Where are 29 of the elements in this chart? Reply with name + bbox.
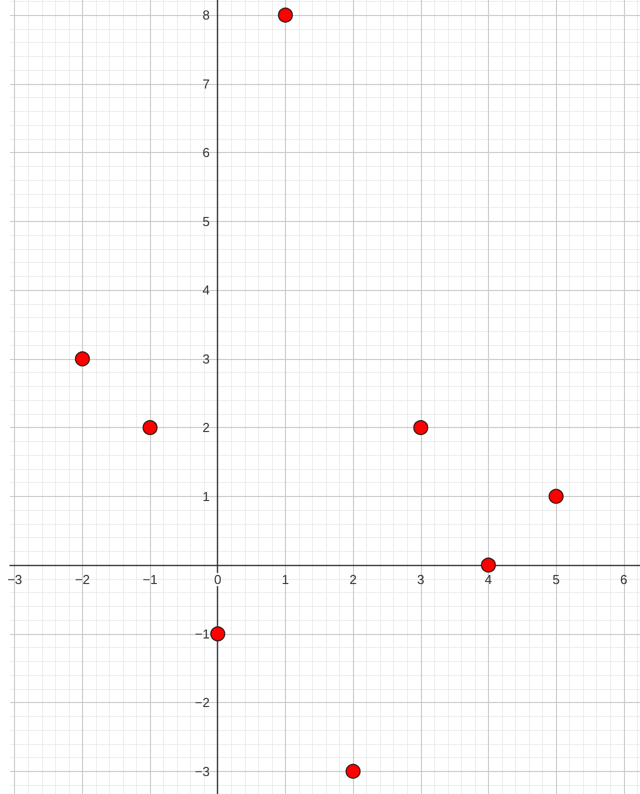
x-tick-label: 1	[282, 572, 290, 588]
y-tick-label: 7	[202, 76, 210, 92]
x-tick-label: −3	[7, 572, 22, 588]
y-tick-label: −3	[194, 764, 210, 779]
x-tick-label: −1	[142, 572, 158, 588]
y-tick-label: 5	[202, 214, 210, 229]
point	[480, 558, 496, 573]
point	[413, 420, 428, 436]
point	[210, 626, 226, 642]
point	[278, 8, 293, 23]
x-tick-label: 4	[484, 572, 492, 588]
point	[346, 764, 361, 779]
point	[548, 488, 564, 504]
x-tick-label: 3	[417, 572, 424, 588]
y-tick-label: 4	[202, 282, 210, 298]
point	[74, 351, 90, 366]
y-tick-label: −2	[194, 695, 210, 710]
y-tick-label: −1	[194, 626, 210, 642]
point	[142, 420, 158, 436]
x-tick-label: 0	[214, 572, 222, 588]
y-tick-label: 2	[202, 420, 210, 436]
y-tick-label: 1	[202, 488, 210, 504]
x-tick-label: 5	[552, 572, 560, 588]
x-tick-label: 6	[620, 572, 628, 588]
x-tick-label: −2	[74, 572, 90, 588]
y-tick-label: 3	[202, 351, 210, 366]
y-tick-label: 8	[202, 8, 210, 23]
y-tick-label: 6	[202, 145, 210, 160]
x-tick-label: 2	[349, 572, 357, 588]
